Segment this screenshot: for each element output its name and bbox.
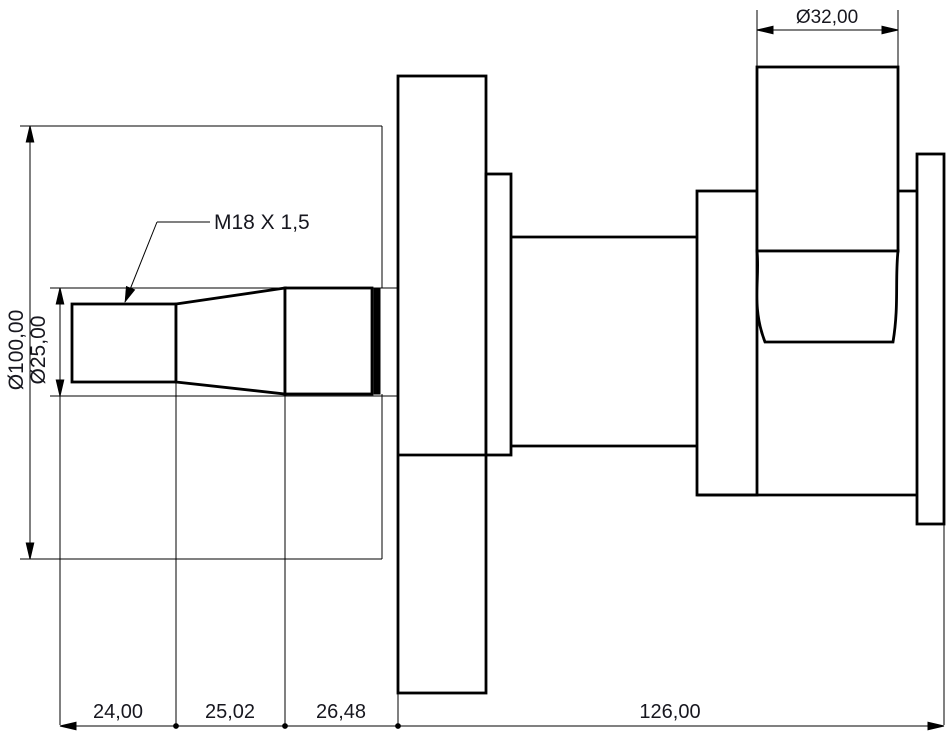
- svg-text:126,00: 126,00: [639, 701, 700, 723]
- svg-text:Ø100,00: Ø100,00: [5, 310, 28, 391]
- svg-text:25,02: 25,02: [205, 701, 255, 723]
- svg-text:M18 X 1,5: M18 X 1,5: [214, 211, 310, 234]
- svg-text:26,48: 26,48: [316, 701, 366, 723]
- svg-text:Ø32,00: Ø32,00: [796, 7, 858, 28]
- svg-text:Ø25,00: Ø25,00: [27, 316, 50, 385]
- svg-text:24,00: 24,00: [93, 701, 143, 723]
